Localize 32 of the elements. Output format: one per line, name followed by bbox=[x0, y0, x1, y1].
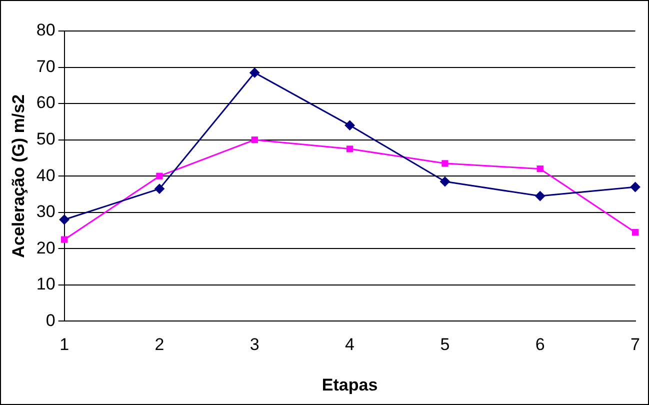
y-tick-label: 80 bbox=[36, 20, 56, 40]
y-axis-title: Aceleração (G) m/s2 bbox=[8, 94, 28, 258]
y-tick-label: 0 bbox=[46, 310, 56, 330]
point bbox=[535, 191, 546, 202]
x-tick-label: 5 bbox=[440, 335, 450, 354]
point bbox=[344, 120, 355, 130]
y-tick-label: 70 bbox=[36, 56, 56, 76]
y-tick-label: 60 bbox=[36, 93, 56, 112]
point bbox=[59, 214, 70, 225]
point bbox=[630, 182, 640, 192]
y-tick-label: 10 bbox=[36, 274, 56, 294]
x-tick-label: 3 bbox=[250, 335, 260, 354]
y-tick-label: 50 bbox=[36, 130, 56, 149]
point bbox=[251, 136, 258, 144]
point bbox=[346, 146, 354, 152]
point bbox=[632, 229, 639, 236]
point bbox=[440, 176, 450, 187]
point bbox=[442, 160, 448, 167]
point bbox=[536, 166, 544, 172]
point bbox=[250, 68, 260, 78]
y-tick-label: 40 bbox=[36, 166, 56, 185]
x-tick-label: 1 bbox=[60, 335, 70, 354]
y-tick-label: 30 bbox=[36, 202, 56, 222]
point bbox=[156, 172, 163, 180]
x-tick-label: 2 bbox=[154, 335, 164, 354]
x-axis-title: Etapas bbox=[322, 375, 378, 394]
point bbox=[60, 236, 68, 243]
x-tick-label: 4 bbox=[345, 335, 355, 354]
y-tick-label: 20 bbox=[36, 238, 56, 258]
x-tick-label: 6 bbox=[535, 335, 545, 354]
point bbox=[154, 184, 164, 194]
x-tick-label: 7 bbox=[630, 335, 640, 354]
